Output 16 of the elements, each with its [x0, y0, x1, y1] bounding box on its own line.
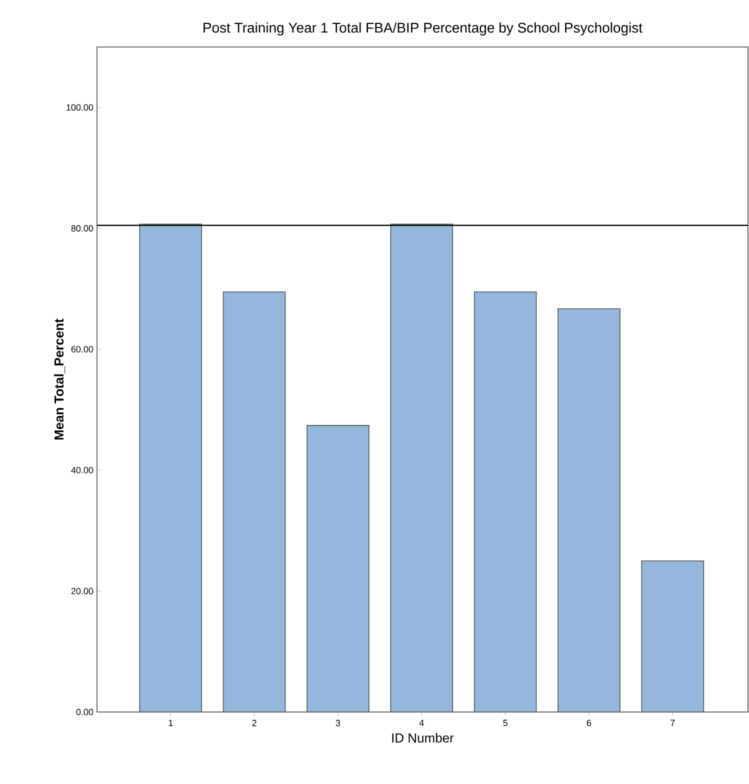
y-tick-label: 40.00 — [71, 466, 94, 474]
x-tick-label: 7 — [670, 720, 675, 726]
y-axis-title: Mean Total_Percent — [54, 318, 66, 440]
chart-title: Post Training Year 1 Total FBA/BIP Percentage by School Psychologist — [204, 22, 642, 36]
x-tick-label: 6 — [586, 720, 592, 726]
y-tick-label: 100.00 — [66, 104, 94, 111]
x-tick-label: 5 — [503, 720, 508, 726]
x-tick-label: 2 — [252, 720, 256, 726]
y-tick-label: 20.00 — [71, 588, 94, 594]
x-axis-title: ID Number — [392, 733, 454, 743]
y-tick-label: 80.00 — [71, 225, 94, 232]
x-tick-label: 4 — [419, 720, 424, 726]
x-tick-label: 3 — [336, 720, 340, 726]
y-tick-label: 0.00 — [76, 708, 94, 716]
x-tick-label: 1 — [168, 720, 173, 726]
y-tick-label: 60.00 — [71, 346, 94, 352]
